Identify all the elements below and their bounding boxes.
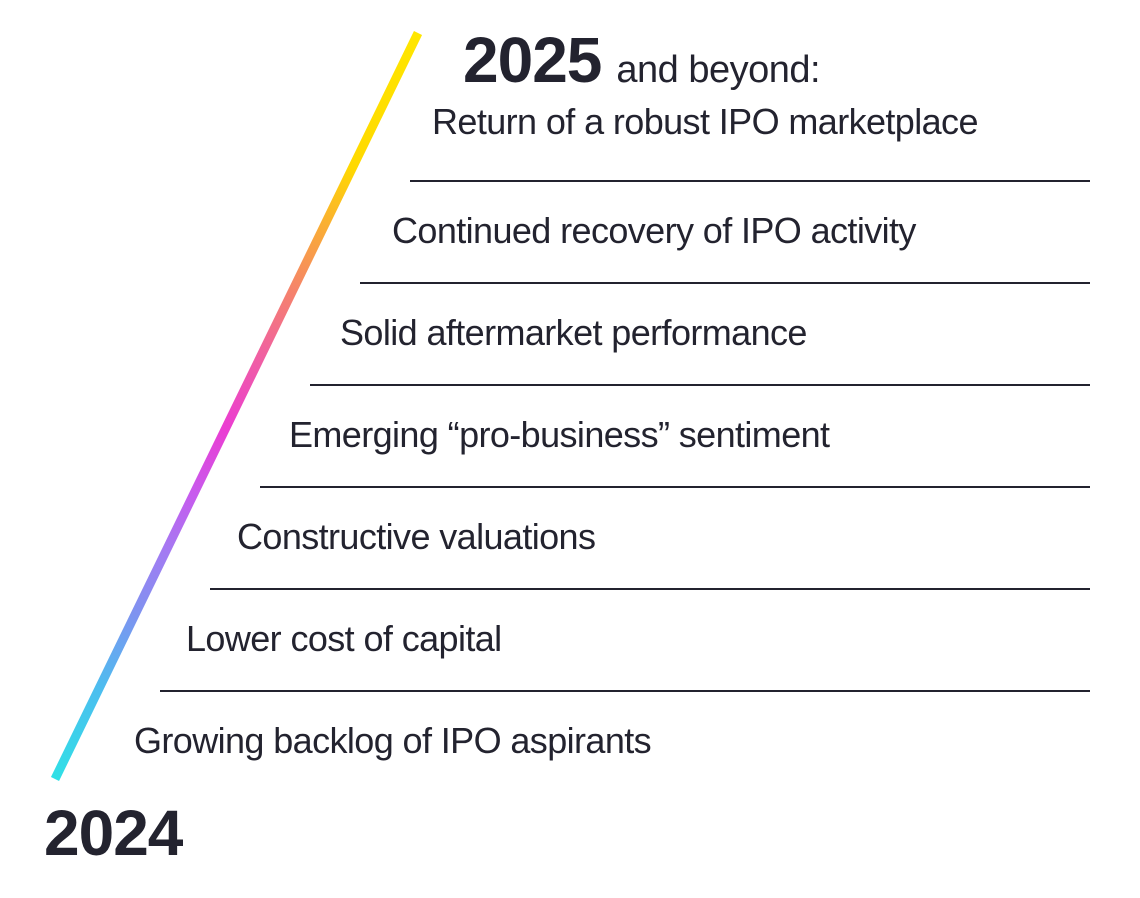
step-label: Lower cost of capital [186,618,502,659]
step-separator [360,282,1090,284]
step-separator [260,486,1090,488]
step-label: Continued recovery of IPO activity [392,210,916,251]
step-separator [410,180,1090,182]
year-2025-label: 2025 [463,24,602,96]
title-suffix-label: and beyond: [616,49,821,91]
step-separator [210,588,1090,590]
step-separator [310,384,1090,386]
step-label: Constructive valuations [237,516,596,557]
end-year-title: 2025 and beyond: [463,24,821,96]
diagonal-line [50,31,423,781]
step-separator [160,690,1090,692]
title-subtitle: Return of a robust IPO marketplace [432,101,978,142]
step-label: Solid aftermarket performance [340,312,807,353]
step-label: Emerging “pro-business” sentiment [289,414,830,455]
step-label: Growing backlog of IPO aspirants [134,720,652,761]
year-2024-label: 2024 [44,797,183,869]
